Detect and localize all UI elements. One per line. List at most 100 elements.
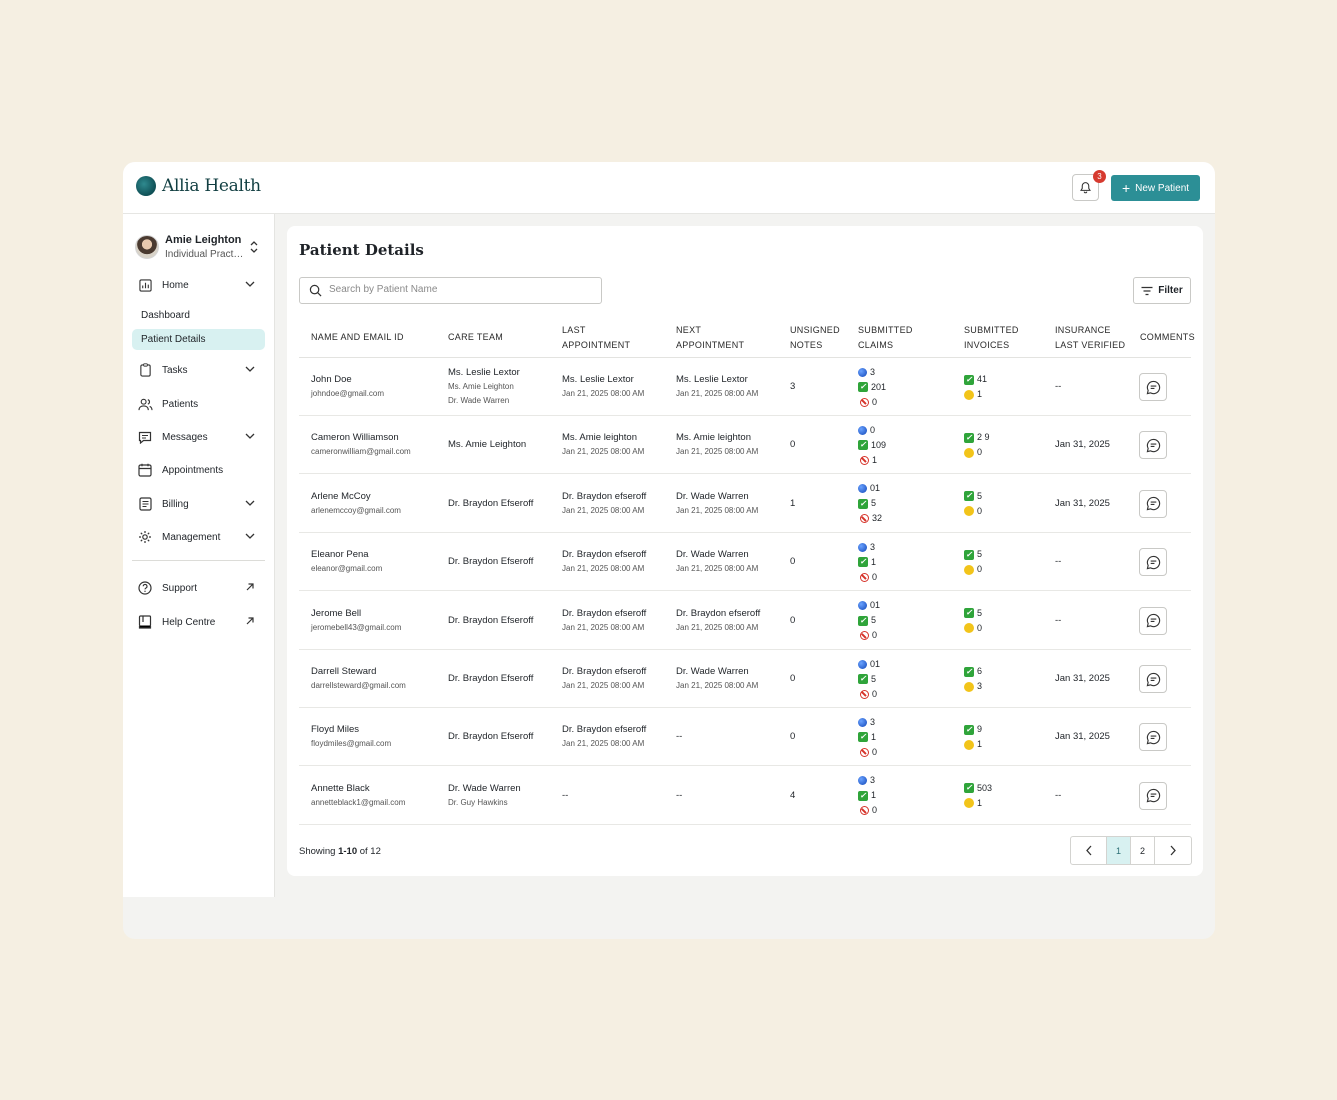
invoices-paid-count: 5: [977, 490, 983, 501]
patient-cell[interactable]: Eleanor Pena eleanor@gmail.com: [311, 533, 382, 591]
next-page-button[interactable]: [1155, 837, 1191, 864]
table-row[interactable]: Eleanor Pena eleanor@gmail.com Dr. Braydon…: [299, 533, 1191, 592]
column-header-unsigned-notes[interactable]: UNSIGNED NOTES: [790, 325, 840, 350]
sidebar-item-support[interactable]: Support: [137, 578, 261, 598]
comment-button[interactable]: [1139, 489, 1167, 518]
sidebar-item-appointments[interactable]: Appointments: [137, 460, 261, 480]
user-switcher[interactable]: Amie Leighton Individual Practitioner: [135, 234, 265, 264]
comment-button[interactable]: [1139, 665, 1167, 693]
comment-button[interactable]: [1139, 781, 1167, 810]
table-row[interactable]: Floyd Miles floydmiles@gmail.com Dr. Brayd…: [299, 708, 1191, 767]
table-row[interactable]: Jerome Bell jeromebell43@gmail.com Dr. Bra…: [299, 592, 1191, 650]
insurance-verified-cell: Jan 31, 2025: [1055, 416, 1110, 474]
column-header-next-appointment[interactable]: NEXT APPOINTMENT: [676, 325, 745, 350]
column-header-care-team[interactable]: CARE TEAM: [448, 332, 504, 342]
submitted-claims-cell: 01 ✓ 5 32: [858, 475, 882, 533]
patient-cell[interactable]: Darrell Steward darrellsteward@gmail.com: [311, 650, 406, 708]
page-1-button[interactable]: 1: [1107, 837, 1131, 864]
sidebar-item-billing[interactable]: Billing: [137, 494, 261, 514]
comment-button[interactable]: [1139, 606, 1167, 635]
sidebar-item-dashboard[interactable]: Dashboard: [141, 310, 190, 321]
table-row[interactable]: Arlene McCoy arlenemccoy@gmail.com Dr. Bra…: [299, 475, 1191, 533]
patient-email: cameronwilliam@gmail.com: [311, 447, 411, 457]
yellow-circle-icon: [964, 739, 974, 750]
column-header-submitted-claims[interactable]: SUBMITTED CLAIMS: [858, 325, 913, 350]
sidebar: Amie Leighton Individual Practitioner Ho…: [123, 214, 275, 897]
submitted-claims-cell: 3 ✓ 1 0: [858, 767, 877, 825]
search-field[interactable]: [299, 277, 602, 304]
patient-cell[interactable]: Annette Black annetteblack1@gmail.com: [311, 767, 405, 825]
column-header-name[interactable]: NAME AND EMAIL ID: [311, 332, 404, 342]
table-row[interactable]: Darrell Steward darrellsteward@gmail.com D…: [299, 650, 1191, 708]
patient-email: jeromebell43@gmail.com: [311, 622, 402, 632]
previous-page-button[interactable]: [1071, 837, 1107, 864]
insurance-verified-cell: --: [1055, 592, 1061, 650]
comment-icon: [1146, 497, 1160, 511]
appointment-provider: --: [676, 731, 683, 743]
comment-icon: [1146, 555, 1160, 570]
search-input[interactable]: [329, 284, 589, 295]
invoices-pending-count: 0: [977, 505, 983, 516]
chevron-down-icon: [245, 279, 255, 292]
pagination-summary: Showing 1-10 of 12: [299, 846, 381, 857]
invoices-paid-count: 2 9: [977, 432, 990, 443]
sidebar-item-tasks[interactable]: Tasks: [137, 360, 261, 380]
notifications-button[interactable]: 3: [1072, 170, 1106, 201]
patient-cell[interactable]: Jerome Bell jeromebell43@gmail.com: [311, 592, 401, 650]
check-box-icon: ✓: [858, 440, 868, 451]
claims-rejected: 0: [860, 687, 880, 702]
comment-icon: [1146, 789, 1160, 803]
column-header-submitted-invoices[interactable]: SUBMITTED INVOICES: [964, 325, 1019, 350]
appointment-provider: Ms. Amie leighton: [562, 432, 637, 444]
insurance-verified-date: Jan 31, 2025: [1055, 497, 1110, 509]
table-row[interactable]: Cameron Williamson cameronwilliam@gmail.c…: [299, 416, 1191, 475]
chevron-left-icon: [1085, 845, 1091, 856]
new-patient-button[interactable]: + New Patient: [1111, 175, 1200, 201]
comment-button[interactable]: [1139, 723, 1167, 752]
appointment-provider: Ms. Leslie Lextor: [562, 374, 634, 385]
column-header-insurance-last-verified[interactable]: INSURANCE LAST VERIFIED: [1055, 325, 1126, 350]
comment-button[interactable]: [1139, 548, 1167, 577]
logo-text: Allia Health: [162, 176, 261, 196]
appointment-provider: Ms. Leslie Lextor: [676, 374, 748, 385]
sidebar-item-patient-details[interactable]: Patient Details: [132, 329, 265, 350]
yellow-circle-icon: [964, 506, 974, 517]
claims-pending-count: 3: [870, 775, 876, 786]
unsigned-notes-count: 0: [790, 614, 796, 626]
sidebar-item-help-centre[interactable]: Help Centre: [137, 612, 261, 632]
column-header-last-appointment[interactable]: LAST APPOINTMENT: [562, 325, 631, 350]
patient-cell[interactable]: Arlene McCoy arlenemccoy@gmail.com: [311, 475, 401, 533]
patient-cell[interactable]: Floyd Miles floydmiles@gmail.com: [311, 708, 391, 766]
claims-approved: ✓ 5: [858, 496, 882, 511]
unsigned-notes-cell: 0: [790, 592, 795, 650]
patient-name: Annette Black: [311, 782, 370, 794]
chevron-down-icon: [245, 498, 255, 511]
avatar: [135, 235, 159, 259]
logo[interactable]: Allia Health: [136, 176, 261, 196]
sidebar-item-patients[interactable]: Patients: [137, 394, 261, 414]
invoices-pending-count: 1: [977, 739, 983, 750]
claims-approved-count: 5: [871, 673, 877, 684]
comment-button[interactable]: [1139, 431, 1167, 460]
sidebar-item-management[interactable]: Management: [137, 527, 261, 547]
table-row[interactable]: John Doe johndoe@gmail.com Ms. Leslie Lext…: [299, 358, 1191, 416]
claims-pending-count: 01: [870, 658, 881, 669]
claims-rejected-count: 0: [872, 688, 878, 699]
page-2-button[interactable]: 2: [1131, 837, 1155, 864]
blue-circle-icon: [858, 659, 867, 669]
prohibited-icon: [860, 572, 869, 582]
next-appointment-cell: --: [676, 767, 682, 825]
invoices-pending: 1: [964, 737, 982, 752]
sidebar-item-messages[interactable]: Messages: [137, 427, 261, 447]
filter-button[interactable]: Filter: [1133, 277, 1191, 304]
unsigned-notes-count: 1: [790, 497, 796, 509]
patient-cell[interactable]: Cameron Williamson cameronwilliam@gmail.c…: [311, 416, 411, 474]
patient-email: arlenemccoy@gmail.com: [311, 505, 401, 515]
sidebar-item-home[interactable]: Home: [137, 275, 261, 295]
check-box-icon: ✓: [858, 674, 868, 684]
table-row[interactable]: Annette Black annetteblack1@gmail.com Dr. …: [299, 767, 1191, 825]
insurance-verified-cell: Jan 31, 2025: [1055, 708, 1110, 766]
unsigned-notes-cell: 0: [790, 708, 795, 766]
patient-cell[interactable]: John Doe johndoe@gmail.com: [311, 358, 384, 416]
comment-button[interactable]: [1139, 373, 1167, 401]
